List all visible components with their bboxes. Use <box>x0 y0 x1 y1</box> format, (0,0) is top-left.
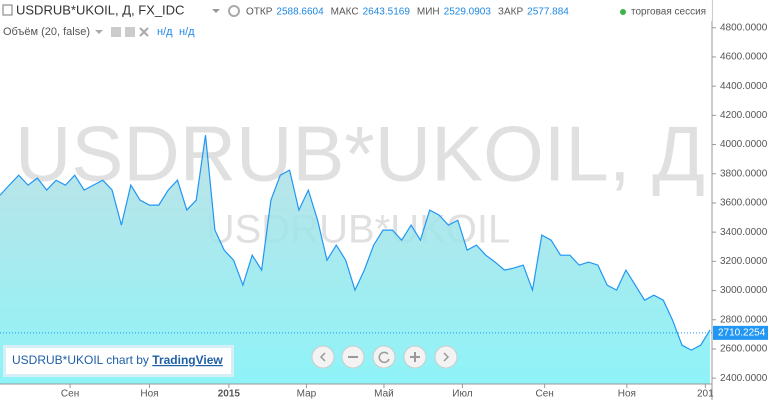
y-tick-label: 3200.0000 <box>720 256 768 267</box>
x-tick-label: Ноя <box>140 389 158 400</box>
y-tick-label: 4600.0000 <box>720 52 768 63</box>
header-bar <box>0 0 712 21</box>
volume-icon[interactable] <box>111 27 121 37</box>
x-tick-label: Ноя <box>618 389 636 400</box>
y-tick-label: 2400.0000 <box>720 373 768 384</box>
x-tick-label: Сен <box>535 389 553 400</box>
credit-box <box>3 345 234 377</box>
y-tick-label: 3000.0000 <box>720 285 768 296</box>
volume-label: Объём (20, false) <box>3 26 90 38</box>
nav-zoom-in-icon <box>410 352 420 362</box>
y-tick-label: 2600.0000 <box>720 344 768 355</box>
ohlc-value: 2588.6604 <box>276 7 324 18</box>
x-tick-label: Июл <box>452 389 472 400</box>
y-tick-label: 4800.0000 <box>720 22 768 33</box>
ohlc-label: ЗАКР <box>498 7 524 18</box>
watermark: USDRUB*UKOIL, Д <box>15 110 705 198</box>
nav-reset[interactable] <box>372 345 396 369</box>
ohlc-label: МИН <box>417 7 440 18</box>
symbol-icon[interactable] <box>2 4 13 16</box>
last-price-label: 2710.2254 <box>718 328 766 339</box>
area-fill <box>0 135 710 384</box>
nav-buttons <box>311 345 458 369</box>
x-tick-label: 2015 <box>218 389 241 400</box>
symbol[interactable]: USDRUB*UKOIL, Д, FX_IDC <box>16 2 184 17</box>
nav-left-icon <box>319 352 326 362</box>
last-price-box <box>713 325 768 340</box>
session: торговая сессия <box>631 7 706 18</box>
y-tick-label: 3400.0000 <box>720 227 768 238</box>
x-tick-label: Май <box>374 389 394 400</box>
settings-icon[interactable] <box>228 5 240 17</box>
session-dot <box>620 9 626 15</box>
nav-right-icon <box>443 352 450 362</box>
nav-right[interactable] <box>434 345 458 369</box>
ohlc-value: 2529.0903 <box>444 7 492 18</box>
volume-dropdown[interactable] <box>95 30 103 34</box>
price-line <box>0 135 711 351</box>
volume-close[interactable] <box>139 27 149 37</box>
dropdown[interactable] <box>212 9 220 13</box>
x-tick-label: Сен <box>61 389 79 400</box>
x-tick-label: 201 <box>697 389 714 400</box>
nav-reset-icon <box>378 351 390 364</box>
credit: USDRUB*UKOIL chart by TradingView <box>12 353 223 367</box>
volume-value: н/д <box>179 26 195 38</box>
volume-icon[interactable] <box>125 27 135 37</box>
credit-link[interactable]: TradingView <box>152 353 223 367</box>
nav-left[interactable] <box>311 345 335 369</box>
x-tick-label: Мар <box>297 389 317 400</box>
y-tick-label: 3600.0000 <box>720 198 768 209</box>
ohlc-label: МАКС <box>331 7 359 18</box>
ohlc-label: ОТКР <box>246 7 273 18</box>
ohlc-value: 2577.884 <box>527 7 569 18</box>
y-tick-label: 4400.0000 <box>720 81 768 92</box>
y-tick-label: 2800.0000 <box>720 314 768 325</box>
y-tick-label: 3800.0000 <box>720 168 768 179</box>
credit-text: USDRUB*UKOIL chart by <box>12 353 149 367</box>
y-tick-label: 4200.0000 <box>720 110 768 121</box>
y-tick-label: 4000.0000 <box>720 139 768 150</box>
ohlc-value: 2643.5169 <box>363 7 411 18</box>
volume-value: н/д <box>157 26 173 38</box>
